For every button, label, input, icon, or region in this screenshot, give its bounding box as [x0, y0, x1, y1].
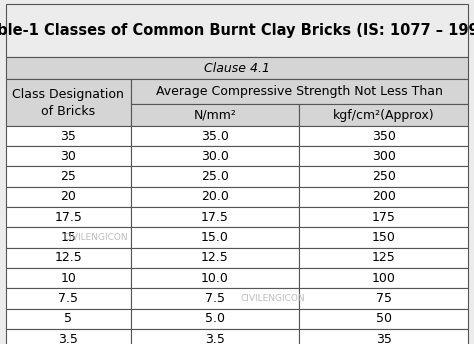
Bar — [131, 227, 300, 248]
Bar — [6, 268, 131, 288]
Bar — [300, 187, 468, 207]
Text: 100: 100 — [372, 272, 396, 284]
Text: 15: 15 — [60, 231, 76, 244]
Text: 150: 150 — [372, 231, 396, 244]
Text: 7.5: 7.5 — [205, 292, 225, 305]
Bar — [6, 126, 131, 146]
Bar — [300, 146, 468, 166]
Text: Clause 4.1: Clause 4.1 — [204, 62, 270, 75]
Text: 20.0: 20.0 — [201, 191, 229, 203]
Bar — [131, 126, 300, 146]
Bar — [6, 248, 131, 268]
Text: Class Designation
of Bricks: Class Designation of Bricks — [12, 87, 124, 118]
Text: Table-1 Classes of Common Burnt Clay Bricks (IS: 1077 – 1992): Table-1 Classes of Common Burnt Clay Bri… — [0, 23, 474, 38]
Bar — [131, 79, 468, 104]
Text: 30.0: 30.0 — [201, 150, 229, 163]
Bar — [300, 207, 468, 227]
Text: 12.5: 12.5 — [54, 251, 82, 264]
Text: 7.5: 7.5 — [58, 292, 78, 305]
Bar — [131, 146, 300, 166]
Text: 30: 30 — [60, 150, 76, 163]
Text: 5: 5 — [64, 312, 72, 325]
Bar — [6, 187, 131, 207]
Text: N/mm²: N/mm² — [193, 109, 237, 121]
Bar — [6, 309, 131, 329]
Bar — [6, 329, 131, 344]
Text: 5.0: 5.0 — [205, 312, 225, 325]
Bar — [131, 187, 300, 207]
Bar — [131, 207, 300, 227]
Bar — [300, 104, 468, 126]
Bar — [300, 248, 468, 268]
Text: 175: 175 — [372, 211, 396, 224]
Text: kgf/cm²(Approx): kgf/cm²(Approx) — [333, 109, 435, 121]
Text: 25: 25 — [60, 170, 76, 183]
Text: 10: 10 — [60, 272, 76, 284]
Text: CIVILENGICON: CIVILENGICON — [64, 233, 128, 242]
Text: 75: 75 — [376, 292, 392, 305]
Bar — [131, 268, 300, 288]
Text: 20: 20 — [60, 191, 76, 203]
Text: CIVILENGICON: CIVILENGICON — [240, 294, 305, 303]
Bar — [131, 104, 300, 126]
Bar — [300, 166, 468, 187]
Text: 10.0: 10.0 — [201, 272, 229, 284]
Text: 250: 250 — [372, 170, 396, 183]
Bar — [131, 248, 300, 268]
Text: Average Compressive Strength Not Less Than: Average Compressive Strength Not Less Th… — [156, 85, 443, 98]
Bar — [6, 166, 131, 187]
Text: 3.5: 3.5 — [58, 333, 78, 344]
Bar — [131, 329, 300, 344]
Text: 15.0: 15.0 — [201, 231, 229, 244]
Text: 25.0: 25.0 — [201, 170, 229, 183]
Bar — [131, 288, 300, 309]
Bar — [6, 207, 131, 227]
Bar — [131, 166, 300, 187]
Text: 125: 125 — [372, 251, 396, 264]
Bar — [6, 4, 468, 57]
Text: 50: 50 — [376, 312, 392, 325]
Text: 17.5: 17.5 — [201, 211, 229, 224]
Bar — [6, 146, 131, 166]
Bar — [6, 57, 468, 79]
Text: 17.5: 17.5 — [54, 211, 82, 224]
Text: 300: 300 — [372, 150, 396, 163]
Text: 35.0: 35.0 — [201, 130, 229, 142]
Bar — [6, 288, 131, 309]
Text: 3.5: 3.5 — [205, 333, 225, 344]
Bar — [300, 329, 468, 344]
Bar — [300, 126, 468, 146]
Bar — [300, 227, 468, 248]
Bar — [300, 288, 468, 309]
Bar — [131, 309, 300, 329]
Bar — [300, 309, 468, 329]
Text: 350: 350 — [372, 130, 396, 142]
Text: 200: 200 — [372, 191, 396, 203]
Text: 12.5: 12.5 — [201, 251, 229, 264]
Text: 35: 35 — [376, 333, 392, 344]
Bar — [6, 227, 131, 248]
Bar — [6, 79, 131, 126]
Bar — [300, 268, 468, 288]
Text: 35: 35 — [60, 130, 76, 142]
